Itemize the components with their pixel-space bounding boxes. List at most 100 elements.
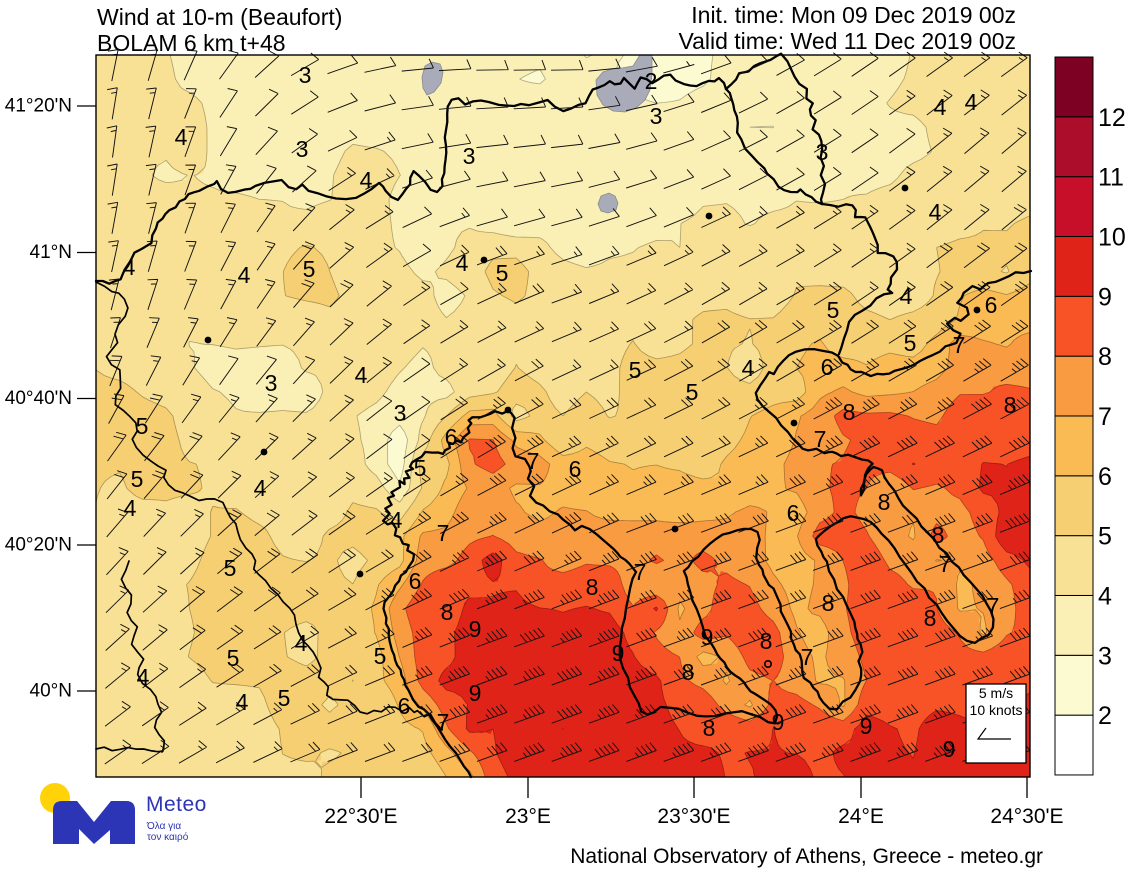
svg-text:40°N: 40°N	[30, 681, 72, 702]
map-title-line2: BOLAM 6 km t+48	[97, 30, 286, 56]
svg-text:8: 8	[1098, 343, 1112, 371]
svg-text:7: 7	[987, 593, 1000, 619]
svg-text:3: 3	[296, 136, 309, 162]
svg-text:4: 4	[360, 167, 373, 193]
svg-text:5: 5	[1098, 523, 1112, 551]
legend-speed-knots: 10 knots	[970, 702, 1023, 718]
svg-text:40°40'N: 40°40'N	[5, 388, 72, 409]
svg-text:4: 4	[929, 199, 942, 225]
svg-text:11: 11	[1098, 164, 1124, 192]
city-dots	[204, 184, 981, 578]
svg-text:5: 5	[904, 330, 917, 356]
svg-text:8: 8	[441, 599, 454, 625]
svg-text:24°30'E: 24°30'E	[990, 805, 1063, 828]
legend-box: 5 m/s10 knots	[965, 683, 1027, 764]
svg-text:9: 9	[701, 624, 714, 650]
svg-text:4: 4	[236, 689, 249, 715]
svg-text:4: 4	[900, 283, 913, 309]
svg-text:8: 8	[878, 489, 891, 515]
svg-text:12: 12	[1098, 104, 1125, 132]
svg-text:4: 4	[295, 630, 308, 656]
svg-text:6: 6	[409, 568, 422, 594]
svg-text:8: 8	[760, 628, 773, 654]
svg-text:7: 7	[527, 448, 540, 474]
svg-text:7: 7	[939, 551, 952, 577]
svg-text:8: 8	[586, 574, 599, 600]
svg-text:6: 6	[398, 693, 411, 719]
svg-text:6: 6	[821, 354, 834, 380]
logo-brand-text: Meteo	[146, 793, 207, 816]
svg-text:5: 5	[136, 413, 149, 439]
svg-text:4: 4	[355, 362, 368, 388]
map-frame	[95, 54, 1031, 778]
svg-text:8: 8	[682, 659, 695, 685]
svg-text:5: 5	[131, 466, 144, 492]
svg-text:5: 5	[224, 555, 237, 581]
svg-text:7: 7	[1098, 403, 1112, 431]
svg-text:5: 5	[496, 260, 509, 286]
svg-text:4: 4	[175, 124, 188, 150]
svg-text:23°E: 23°E	[505, 805, 551, 828]
svg-text:4: 4	[1098, 582, 1112, 610]
svg-text:5: 5	[227, 645, 240, 671]
svg-text:4: 4	[124, 495, 137, 521]
svg-text:7: 7	[634, 559, 647, 585]
init-time-label: Init. time: Mon 09 Dec 2019 00z	[691, 2, 1016, 28]
svg-text:22°30'E: 22°30'E	[324, 805, 397, 828]
svg-text:9: 9	[469, 616, 482, 642]
svg-text:3: 3	[650, 103, 663, 129]
svg-text:3: 3	[265, 370, 278, 396]
svg-text:4: 4	[254, 475, 267, 501]
svg-text:7: 7	[814, 426, 827, 452]
logo-m-icon	[53, 801, 135, 844]
svg-text:5: 5	[374, 643, 387, 669]
valid-time-label: Valid time: Wed 11 Dec 2019 00z	[678, 28, 1016, 54]
lon-axis: 22°30'E 23°E 23°30'E 24°E 24°30'E	[324, 777, 1064, 828]
svg-text:5: 5	[278, 685, 291, 711]
svg-text:4: 4	[934, 94, 947, 120]
svg-text:6: 6	[787, 500, 800, 526]
svg-text:23°30'E: 23°30'E	[657, 805, 730, 828]
svg-text:5: 5	[629, 357, 642, 383]
svg-text:8: 8	[932, 522, 945, 548]
svg-text:4: 4	[742, 355, 755, 381]
svg-text:9: 9	[612, 640, 625, 666]
svg-text:5: 5	[827, 297, 840, 323]
svg-text:9: 9	[469, 680, 482, 706]
svg-text:4: 4	[390, 507, 403, 533]
colorbar: 2 3 4 5 6 7 8 9 10 11 12	[1054, 56, 1125, 776]
svg-text:8: 8	[1004, 392, 1017, 418]
svg-text:5: 5	[303, 256, 316, 282]
svg-text:8: 8	[703, 715, 716, 741]
svg-text:24°E: 24°E	[838, 805, 884, 828]
svg-text:3: 3	[463, 143, 476, 169]
svg-text:6: 6	[569, 456, 582, 482]
svg-text:7: 7	[437, 709, 450, 735]
svg-text:10: 10	[1098, 223, 1125, 251]
svg-text:41°N: 41°N	[30, 242, 72, 263]
svg-text:4: 4	[238, 262, 251, 288]
svg-text:3: 3	[1098, 642, 1112, 670]
logo-tagline-line1: Όλα για	[147, 821, 182, 832]
map-title-line1: Wind at 10-m (Beaufort)	[97, 4, 343, 30]
svg-text:7: 7	[953, 332, 966, 358]
svg-text:9: 9	[943, 736, 956, 762]
svg-text:7: 7	[801, 644, 814, 670]
svg-text:8: 8	[924, 605, 937, 631]
logo-tagline-line2: τον καιρό	[147, 832, 189, 843]
wind-barbs	[104, 49, 1031, 765]
svg-text:5: 5	[686, 379, 699, 405]
svg-text:4: 4	[137, 664, 150, 690]
svg-text:3: 3	[299, 62, 312, 88]
meteo-logo-mark	[40, 783, 135, 844]
svg-text:6: 6	[1098, 463, 1112, 491]
svg-text:7: 7	[437, 520, 450, 546]
svg-text:9: 9	[772, 709, 785, 735]
coastlines	[94, 52, 1033, 779]
svg-text:9: 9	[860, 713, 873, 739]
svg-text:8: 8	[822, 590, 835, 616]
svg-text:4: 4	[965, 89, 978, 115]
